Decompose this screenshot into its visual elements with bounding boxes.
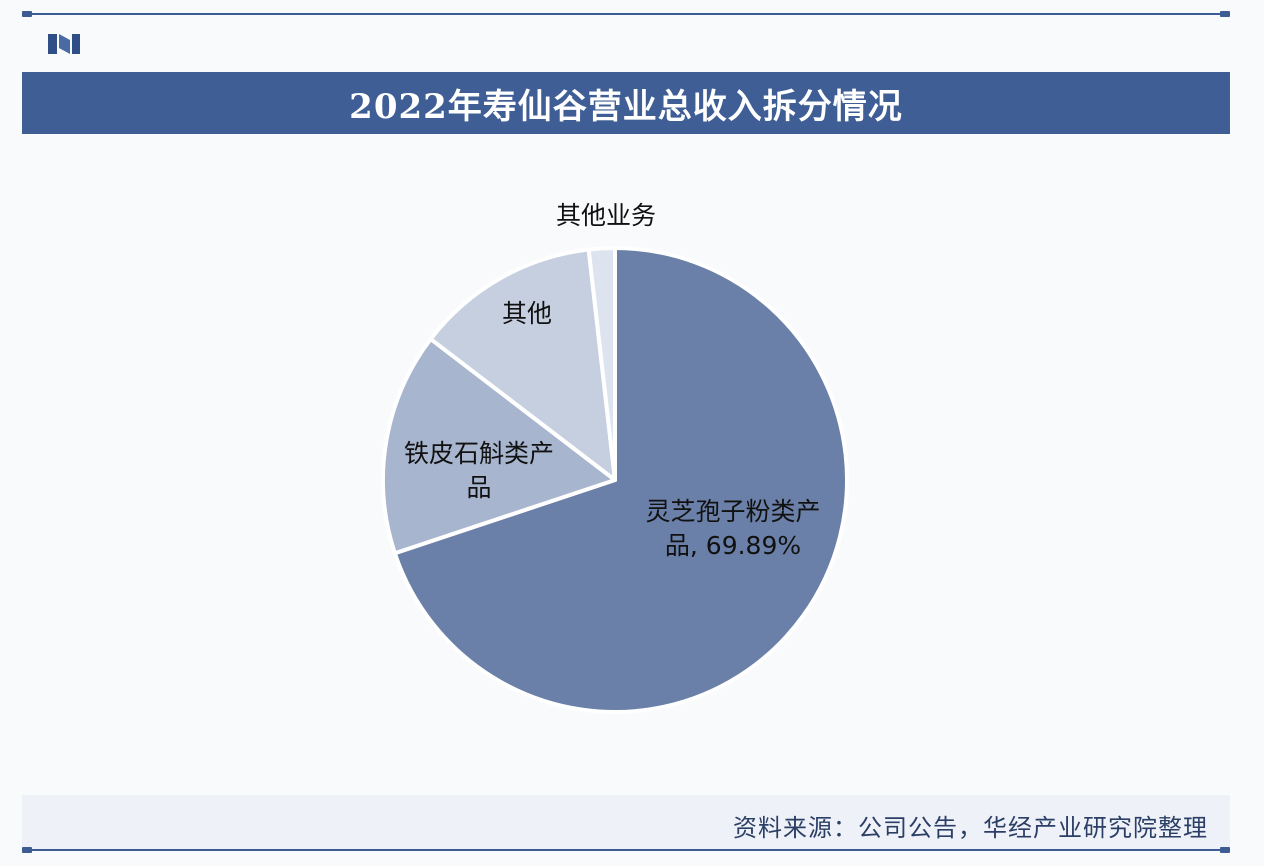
- slice-label-3: 其他: [502, 299, 552, 328]
- pie-slice-3: [428, 247, 617, 482]
- slice-label-4: 其他业务: [556, 201, 656, 230]
- bottom-rule: [22, 849, 1230, 851]
- footer-bar: [22, 795, 1230, 849]
- bottom-rule-left-cap: [22, 847, 32, 853]
- top-rule: [22, 13, 1230, 15]
- bottom-rule-right-cap: [1220, 847, 1230, 853]
- pie-slice-2: [381, 337, 617, 556]
- slice-label-2: 铁皮石斛类产品: [404, 439, 554, 502]
- pie-slice-4: [586, 246, 617, 482]
- top-rule-right-cap: [1220, 11, 1230, 17]
- slice-label-1: 灵芝孢子粉类产品, 69.89%: [645, 497, 820, 560]
- page-title: 2022年寿仙谷营业总收入拆分情况: [349, 86, 903, 127]
- title-bar: 2022年寿仙谷营业总收入拆分情况: [22, 72, 1230, 134]
- source-note: 资料来源：公司公告，华经产业研究院整理: [733, 814, 1208, 842]
- pie-slice-1: [392, 246, 849, 714]
- top-rule-left-cap: [22, 11, 32, 17]
- publisher-logo: [48, 34, 80, 54]
